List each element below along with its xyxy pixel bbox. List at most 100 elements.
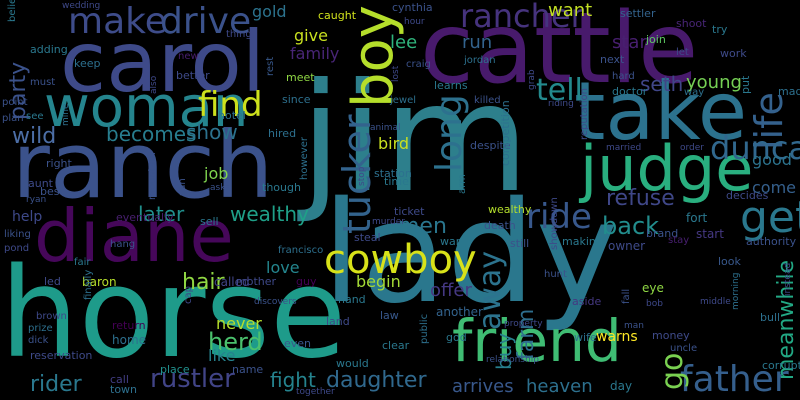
word: pond [4, 243, 30, 254]
word: get [740, 192, 800, 243]
word: farm [514, 308, 539, 360]
word: called [214, 275, 250, 289]
word: asks [210, 183, 231, 193]
word: hunt [544, 269, 567, 280]
word: thing [226, 29, 252, 40]
word: authority [746, 235, 797, 248]
word: let [676, 47, 689, 58]
word: begin [356, 272, 401, 291]
word: even [284, 337, 312, 350]
word: cattle [420, 0, 699, 106]
word: gold [252, 2, 287, 21]
word: hotel [218, 109, 246, 122]
word: riding [548, 99, 574, 109]
word: keep [74, 57, 101, 70]
word: cap [183, 286, 194, 304]
word: lady [322, 172, 619, 335]
word: corrupt [762, 359, 800, 372]
word: decides [726, 189, 769, 202]
word: cynthia [392, 1, 433, 14]
word: married [606, 143, 642, 153]
word: rider [30, 372, 82, 397]
word: back [602, 212, 660, 240]
word: together [296, 387, 335, 397]
word: horse [0, 242, 347, 386]
word: heaven [526, 376, 593, 397]
word: since [282, 93, 311, 106]
word: clear [382, 339, 410, 352]
word: make [68, 1, 167, 42]
word: point [2, 97, 28, 108]
word: fort [686, 211, 708, 225]
word: diane [34, 194, 234, 278]
word: man [624, 321, 644, 331]
word: bob [646, 299, 663, 309]
word: stay [668, 235, 690, 246]
word: put [739, 75, 752, 94]
word: relationship [486, 355, 539, 365]
word: must [30, 77, 56, 88]
word: would [336, 357, 369, 370]
word: ranch [12, 112, 274, 219]
word: another [436, 305, 483, 319]
word: star [612, 32, 647, 53]
word: come [752, 178, 797, 197]
word: war [440, 235, 461, 248]
word: time [384, 175, 409, 188]
word: arrives [452, 376, 514, 397]
word: sell [200, 215, 219, 228]
word: shoot [676, 17, 707, 30]
word: seth [640, 72, 684, 96]
word: still [510, 237, 530, 250]
word: craig [406, 59, 431, 70]
word: work [720, 47, 747, 60]
word: family [290, 44, 340, 63]
word: brown [36, 311, 67, 322]
word: run [462, 32, 493, 53]
word: take [574, 65, 748, 158]
word: new [178, 51, 199, 62]
word: grab [527, 69, 537, 90]
word: death [484, 219, 516, 232]
word: hard [612, 71, 635, 82]
word: hired [268, 127, 297, 140]
word: discovers [254, 297, 297, 307]
word: land [326, 315, 350, 328]
word: lee [390, 32, 418, 53]
word: instead [783, 262, 793, 296]
word: baron [82, 275, 117, 289]
word: return [112, 319, 146, 332]
word: hang [110, 239, 136, 250]
word: jim [300, 52, 530, 226]
word: eventually [116, 211, 174, 224]
word: learns [434, 79, 468, 92]
word: duncan [710, 129, 800, 167]
word: join [646, 33, 666, 46]
word: guy [296, 275, 317, 288]
word: warns [596, 329, 638, 345]
word: dick [28, 335, 49, 346]
word: wealthy [230, 202, 309, 226]
word: friend [452, 307, 622, 375]
word: jordan [464, 55, 496, 66]
word: go [655, 352, 690, 390]
word: never [216, 314, 262, 333]
word: day [610, 379, 633, 393]
word: making [562, 235, 603, 248]
word: wife [574, 331, 597, 344]
word: competition [499, 100, 512, 166]
word: god [446, 331, 467, 344]
word: rancher [460, 0, 584, 35]
word: home [112, 333, 147, 347]
word: liking [4, 229, 31, 240]
word: law [380, 309, 399, 322]
word: becomes [106, 122, 197, 146]
word: try [712, 23, 728, 36]
word: killed [474, 95, 501, 106]
word: woman [44, 75, 249, 140]
word: fall [621, 288, 632, 304]
word: wealthy [488, 203, 532, 216]
word: finally [83, 269, 94, 300]
word: plan [2, 113, 24, 124]
